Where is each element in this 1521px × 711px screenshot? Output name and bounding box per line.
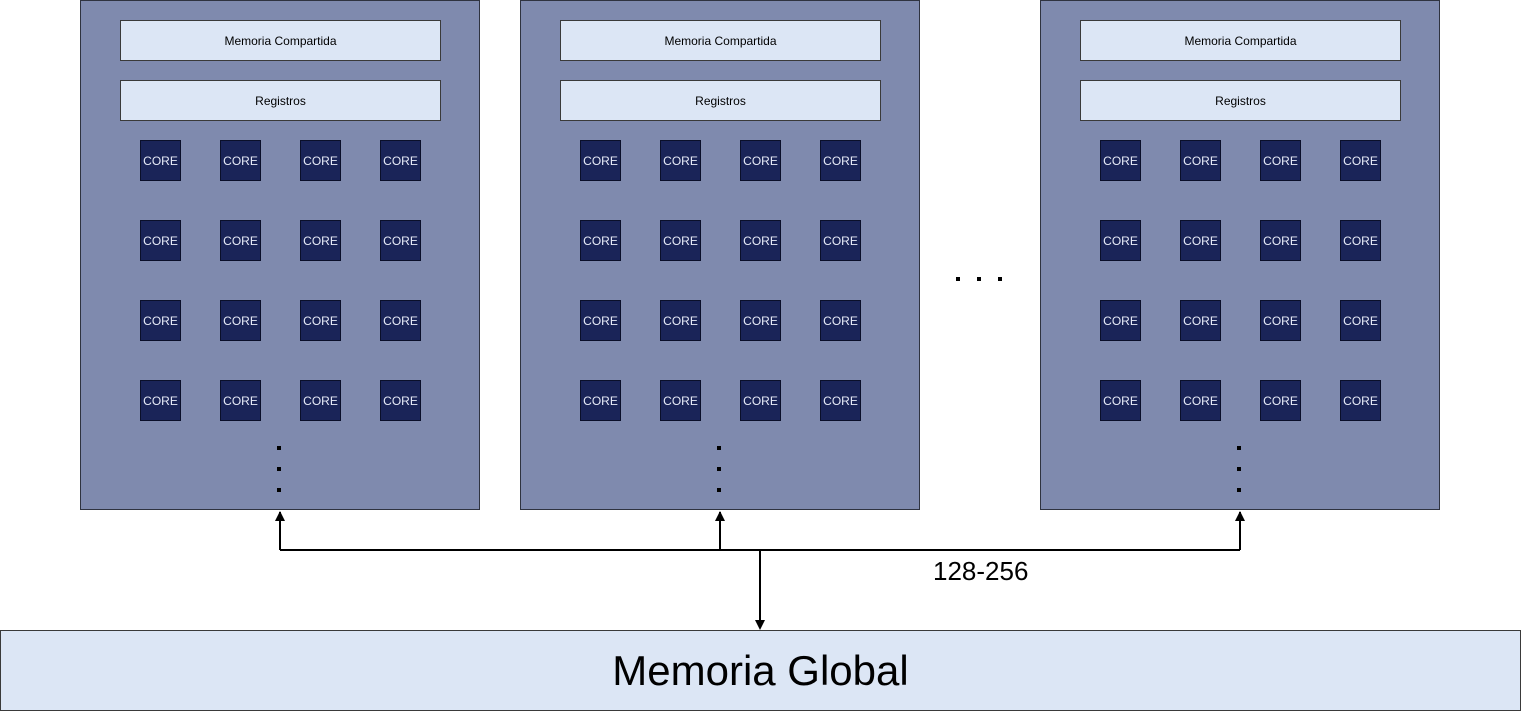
core: CORE <box>820 380 861 421</box>
core: CORE <box>300 140 341 181</box>
core: CORE <box>300 220 341 261</box>
core: CORE <box>220 140 261 181</box>
more-cores-ellipsis <box>717 446 723 509</box>
streaming-multiprocessor-2: Memoria Compartida Registros CORE CORE COR… <box>520 0 920 510</box>
core: CORE <box>220 380 261 421</box>
core: CORE <box>140 140 181 181</box>
core: CORE <box>1100 300 1141 341</box>
core: CORE <box>740 300 781 341</box>
core: CORE <box>1340 300 1381 341</box>
core: CORE <box>820 300 861 341</box>
core: CORE <box>580 140 621 181</box>
arrowhead-up-1 <box>275 511 285 521</box>
core: CORE <box>1100 380 1141 421</box>
core: CORE <box>1100 220 1141 261</box>
core: CORE <box>660 140 701 181</box>
core: CORE <box>740 220 781 261</box>
core: CORE <box>140 220 181 261</box>
more-cores-ellipsis <box>277 446 283 509</box>
streaming-multiprocessor-1: Memoria Compartida Registros CORE CORE COR… <box>80 0 480 510</box>
core: CORE <box>300 300 341 341</box>
core: CORE <box>1180 300 1221 341</box>
arrowhead-up-3 <box>1235 511 1245 521</box>
core: CORE <box>1340 380 1381 421</box>
shared-memory: Memoria Compartida <box>560 20 881 61</box>
core: CORE <box>1260 300 1301 341</box>
more-cores-ellipsis <box>1237 446 1243 509</box>
core: CORE <box>220 300 261 341</box>
shared-memory: Memoria Compartida <box>1080 20 1401 61</box>
streaming-multiprocessor-3: Memoria Compartida Registros CORE CORE COR… <box>1040 0 1440 510</box>
core: CORE <box>580 380 621 421</box>
registers: Registros <box>1080 80 1401 121</box>
core: CORE <box>580 220 621 261</box>
core: CORE <box>1260 140 1301 181</box>
bus-width-label: 128-256 <box>933 556 1029 586</box>
core: CORE <box>380 220 421 261</box>
core: CORE <box>820 220 861 261</box>
core: CORE <box>740 140 781 181</box>
core: CORE <box>660 220 701 261</box>
core: CORE <box>380 140 421 181</box>
core: CORE <box>1260 380 1301 421</box>
global-memory: Memoria Global <box>0 630 1521 711</box>
core: CORE <box>1340 140 1381 181</box>
shared-memory: Memoria Compartida <box>120 20 441 61</box>
core: CORE <box>1180 220 1221 261</box>
core: CORE <box>740 380 781 421</box>
core: CORE <box>300 380 341 421</box>
core: CORE <box>140 380 181 421</box>
core: CORE <box>580 300 621 341</box>
core: CORE <box>1180 140 1221 181</box>
core: CORE <box>140 300 181 341</box>
registers: Registros <box>560 80 881 121</box>
core: CORE <box>220 220 261 261</box>
core: CORE <box>1340 220 1381 261</box>
core: CORE <box>660 300 701 341</box>
arrowhead-down <box>755 620 765 630</box>
arrowhead-up-2 <box>715 511 725 521</box>
core: CORE <box>820 140 861 181</box>
core: CORE <box>1180 380 1221 421</box>
core: CORE <box>660 380 701 421</box>
core: CORE <box>380 380 421 421</box>
registers: Registros <box>120 80 441 121</box>
core: CORE <box>380 300 421 341</box>
core: CORE <box>1260 220 1301 261</box>
core: CORE <box>1100 140 1141 181</box>
